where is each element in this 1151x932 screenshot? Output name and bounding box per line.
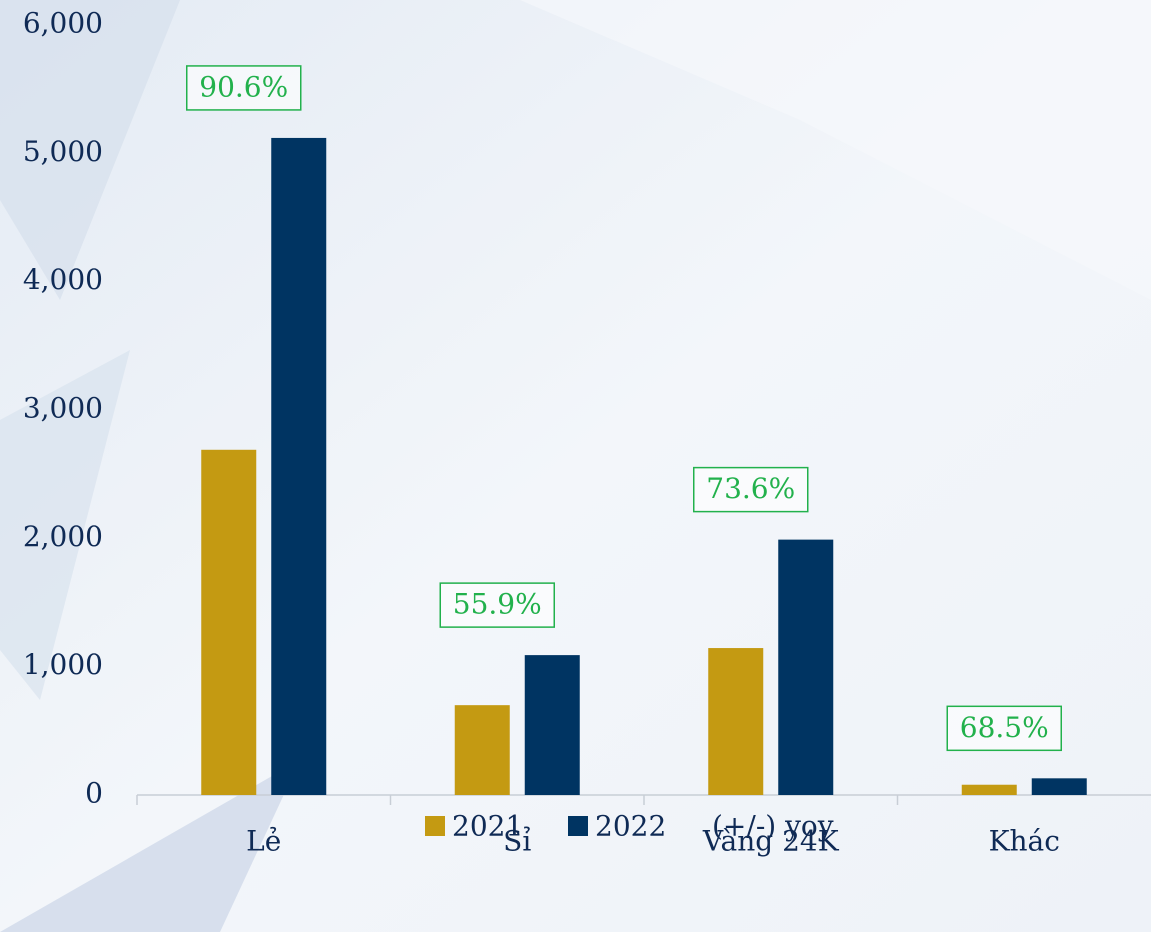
y-tick-label: 2,000 (23, 520, 103, 553)
bar (778, 539, 834, 795)
decor (0, 760, 300, 932)
yoy-label: 68.5% (960, 711, 1049, 744)
x-tick-label: Sỉ (503, 825, 531, 858)
decor (0, 0, 180, 300)
yoy-label-box (439, 582, 555, 628)
yoy-label-box (946, 705, 1062, 752)
bar (271, 137, 327, 795)
y-tick-label: 0 (85, 777, 103, 810)
bar (1031, 778, 1087, 795)
yoy-label-box (186, 65, 302, 111)
x-tick-label: Vàng 24K (702, 825, 840, 858)
legend-label: 2021 (452, 810, 523, 843)
legend-swatch (568, 816, 588, 836)
legend-label: (+/-) yoy (712, 810, 834, 843)
decor (520, 0, 1151, 300)
decor (0, 350, 130, 700)
yoy-label: 90.6% (199, 70, 288, 103)
bar (454, 705, 510, 795)
bar (961, 784, 1017, 795)
y-tick-label: 4,000 (23, 263, 103, 296)
yoy-label-box (693, 466, 809, 513)
legend-label: 2022 (595, 810, 666, 843)
y-tick-label: 3,000 (23, 392, 103, 425)
bar (708, 648, 764, 795)
y-tick-label: 1,000 (23, 648, 103, 681)
y-tick-label: 6,000 (23, 7, 103, 40)
x-tick-label: Khác (989, 825, 1060, 858)
y-tick-label: 5,000 (23, 135, 103, 168)
bar (524, 655, 580, 795)
bar (201, 449, 257, 795)
yoy-label: 55.9% (453, 588, 542, 621)
legend-swatch (425, 816, 445, 836)
x-tick-label: Lẻ (246, 825, 281, 858)
yoy-label: 73.6% (706, 472, 795, 505)
